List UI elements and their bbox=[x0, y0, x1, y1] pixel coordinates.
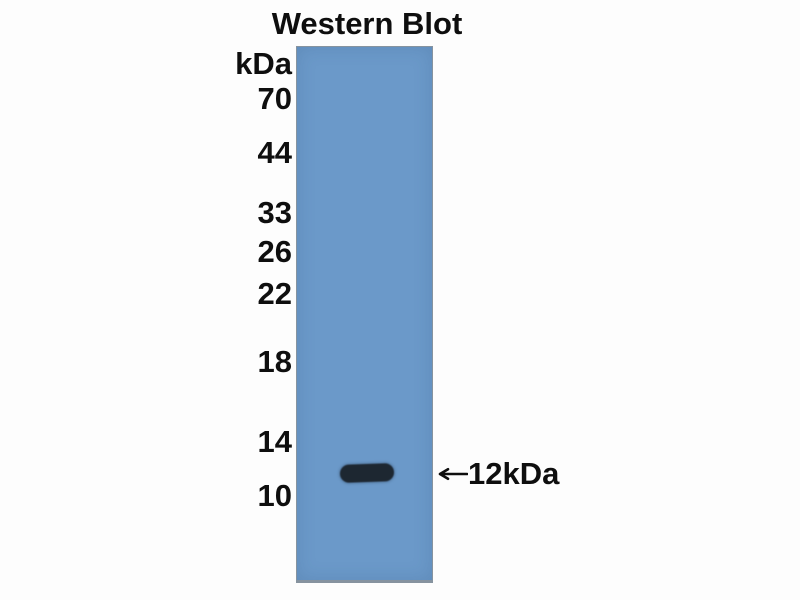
ladder-mark-14: 14 bbox=[257, 424, 292, 459]
ladder-mark-18: 18 bbox=[257, 344, 292, 379]
blot-lane bbox=[296, 46, 433, 583]
ladder-mark-26: 26 bbox=[257, 234, 292, 269]
figure-title: Western Blot bbox=[271, 6, 463, 41]
ladder-mark-70: 70 bbox=[257, 81, 292, 116]
ladder-mark-10: 10 bbox=[257, 478, 292, 513]
ladder-mark-44: 44 bbox=[257, 135, 292, 170]
band-weight-label: 12kDa bbox=[468, 456, 560, 491]
ladder-mark-22: 22 bbox=[257, 276, 292, 311]
band-annotation: 12kDa bbox=[436, 457, 559, 490]
left-arrow-icon bbox=[438, 467, 468, 480]
protein-band bbox=[339, 463, 395, 483]
ladder-mark-33: 33 bbox=[257, 195, 292, 230]
ladder-unit-label: kDa bbox=[235, 46, 292, 81]
